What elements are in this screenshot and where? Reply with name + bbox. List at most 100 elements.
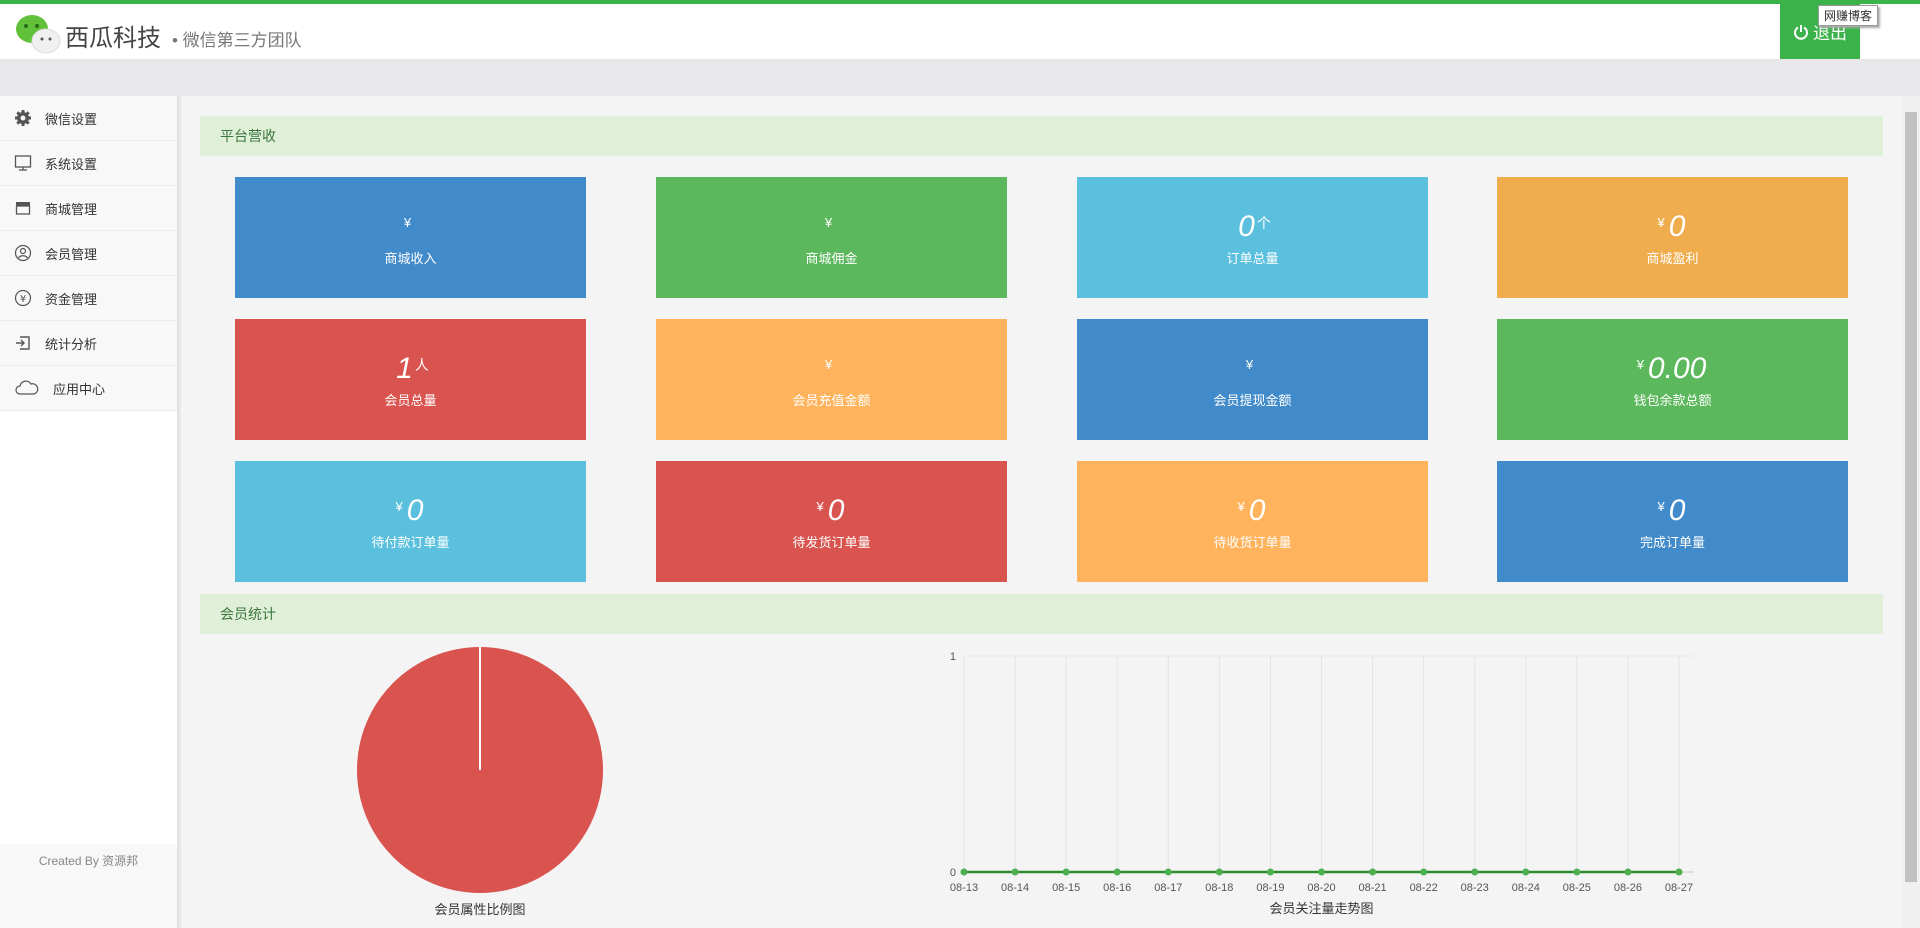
stat-number: 0: [1248, 494, 1266, 527]
login-icon: [16, 336, 30, 350]
currency-symbol: ¥: [403, 215, 412, 230]
stat-label: 待收货订单量: [1213, 535, 1292, 550]
data-point: [1011, 868, 1019, 876]
header: 西瓜科技 • 微信第三方团队: [0, 4, 1920, 59]
stat-label: 待付款订单量: [371, 535, 450, 550]
currency-symbol: ¥: [1636, 357, 1644, 372]
data-point: [1164, 868, 1172, 876]
stat-card: ¥0 商城盈利: [1497, 177, 1848, 298]
stat-number: 0: [1668, 210, 1686, 243]
sidebar-item-statistics[interactable]: 统计分析: [0, 321, 177, 366]
data-point: [1420, 868, 1428, 876]
member-charts: 会员属性比例图 08-13 08-14 08-15 08-16 08-17 08-18 08-…: [357, 647, 1694, 917]
sidebar-item-label: 统计分析: [45, 336, 98, 352]
x-tick-label: 08-16: [1103, 882, 1131, 894]
sidebar-item-fund-management[interactable]: ¥ 资金管理: [0, 276, 177, 321]
stat-card: ¥0 待付款订单量: [235, 461, 586, 582]
scrollbar[interactable]: [1902, 96, 1920, 928]
stat-value: ¥: [404, 208, 417, 244]
data-point: [1369, 868, 1377, 876]
sidebar-item-wechat-settings[interactable]: 微信设置: [0, 96, 177, 141]
sidebar-item-app-center[interactable]: 应用中心: [0, 366, 177, 411]
currency-symbol: ¥: [1237, 499, 1245, 514]
stat-value: ¥: [825, 208, 838, 244]
stat-label: 待发货订单量: [792, 535, 871, 550]
data-point: [1266, 868, 1274, 876]
x-tick-label: 08-23: [1461, 882, 1489, 894]
wechat-logo-icon: [16, 15, 61, 54]
x-tick-label: 08-20: [1307, 882, 1335, 894]
x-tick-label: 08-19: [1256, 882, 1284, 894]
main-content: 平台营收 ¥ 商城收入 ¥ 商城佣金 0 个订单总量 ¥0 商城盈利 1 人会员总量 ¥ 会员充值金额…: [181, 96, 1902, 928]
stat-card: 1 人会员总量: [235, 319, 586, 440]
stat-label: 商城盈利: [1646, 251, 1699, 266]
power-icon: [1794, 24, 1808, 40]
x-tick-label: 08-13: [950, 882, 978, 894]
section-header-members: 会员统计: [200, 594, 1883, 634]
stat-number: 0: [827, 494, 845, 527]
svg-text:¥: ¥: [20, 294, 26, 305]
yen-icon: ¥: [14, 289, 32, 307]
stat-value: ¥: [1246, 350, 1259, 386]
sidebar-item-label: 商城管理: [45, 201, 98, 217]
stat-unit: 人: [414, 357, 429, 373]
stat-card: ¥ 会员提现金额: [1077, 319, 1428, 440]
brand-name: 西瓜科技: [65, 25, 161, 52]
data-point: [1062, 868, 1070, 876]
data-point: [1113, 868, 1121, 876]
y-tick-label: 1: [950, 651, 956, 663]
tooltip: 网赚博客: [1818, 5, 1879, 26]
x-tick-label: 08-17: [1154, 882, 1182, 894]
sidebar: 微信设置 系统设置 商城管理 会员管理 ¥ 资金管理 统计分析 应用中心 Crea…: [0, 96, 179, 928]
data-point: [1573, 868, 1581, 876]
sidebar-item-label: 应用中心: [53, 381, 106, 397]
stat-card: ¥0 完成订单量: [1497, 461, 1848, 582]
x-tick-label: 08-22: [1410, 882, 1438, 894]
data-point: [1471, 868, 1479, 876]
stat-card: ¥ 会员充值金额: [656, 319, 1007, 440]
y-tick-label: 0: [950, 867, 956, 879]
scrollbar-thumb[interactable]: [1905, 112, 1917, 882]
currency-symbol: ¥: [824, 357, 833, 372]
stat-number: 0: [406, 494, 424, 527]
stat-card: ¥0 待发货订单量: [656, 461, 1007, 582]
stat-label: 钱包余款总额: [1633, 393, 1712, 408]
data-point: [960, 868, 968, 876]
cloud-icon: [15, 380, 39, 395]
x-tick-label: 08-25: [1563, 882, 1591, 894]
stat-value: ¥0: [396, 492, 426, 528]
data-point: [1215, 868, 1223, 876]
sidebar-item-label: 资金管理: [45, 291, 98, 307]
top-accent-bar: [0, 0, 1920, 4]
currency-symbol: ¥: [824, 215, 833, 230]
stat-value: ¥: [825, 350, 838, 386]
stat-unit: 个: [1256, 215, 1271, 231]
sidebar-item-label: 微信设置: [45, 111, 98, 127]
sidebar-item-store-management[interactable]: 商城管理: [0, 186, 177, 231]
stat-label: 完成订单量: [1639, 535, 1705, 550]
brand-slogan: • 微信第三方团队: [172, 31, 302, 50]
stat-number: 1: [396, 352, 413, 385]
stat-label: 会员提现金额: [1213, 393, 1292, 408]
stat-value: ¥0: [817, 492, 847, 528]
sidebar-item-member-management[interactable]: 会员管理: [0, 231, 177, 276]
currency-symbol: ¥: [1245, 357, 1254, 372]
gear-icon: [15, 110, 31, 126]
x-tick-label: 08-14: [1001, 882, 1029, 894]
section-header-revenue: 平台营收: [200, 116, 1883, 156]
sidebar-footer: Created By 资源邦: [0, 844, 177, 928]
x-tick-label: 08-18: [1205, 882, 1233, 894]
sidebar-item-label: 系统设置: [45, 156, 98, 172]
stat-label: 商城佣金: [805, 251, 858, 266]
line-chart-title: 会员关注量走势图: [1269, 901, 1373, 916]
stat-card: ¥ 商城佣金: [656, 177, 1007, 298]
stat-card: 0 个订单总量: [1077, 177, 1428, 298]
stat-number: 0.00: [1647, 352, 1707, 385]
stat-number: 0: [1238, 210, 1255, 243]
stat-number: 0: [1668, 494, 1686, 527]
x-tick-label: 08-24: [1512, 882, 1540, 894]
stat-label: 订单总量: [1226, 251, 1279, 266]
data-point: [1522, 868, 1530, 876]
sidebar-item-system-settings[interactable]: 系统设置: [0, 141, 177, 186]
